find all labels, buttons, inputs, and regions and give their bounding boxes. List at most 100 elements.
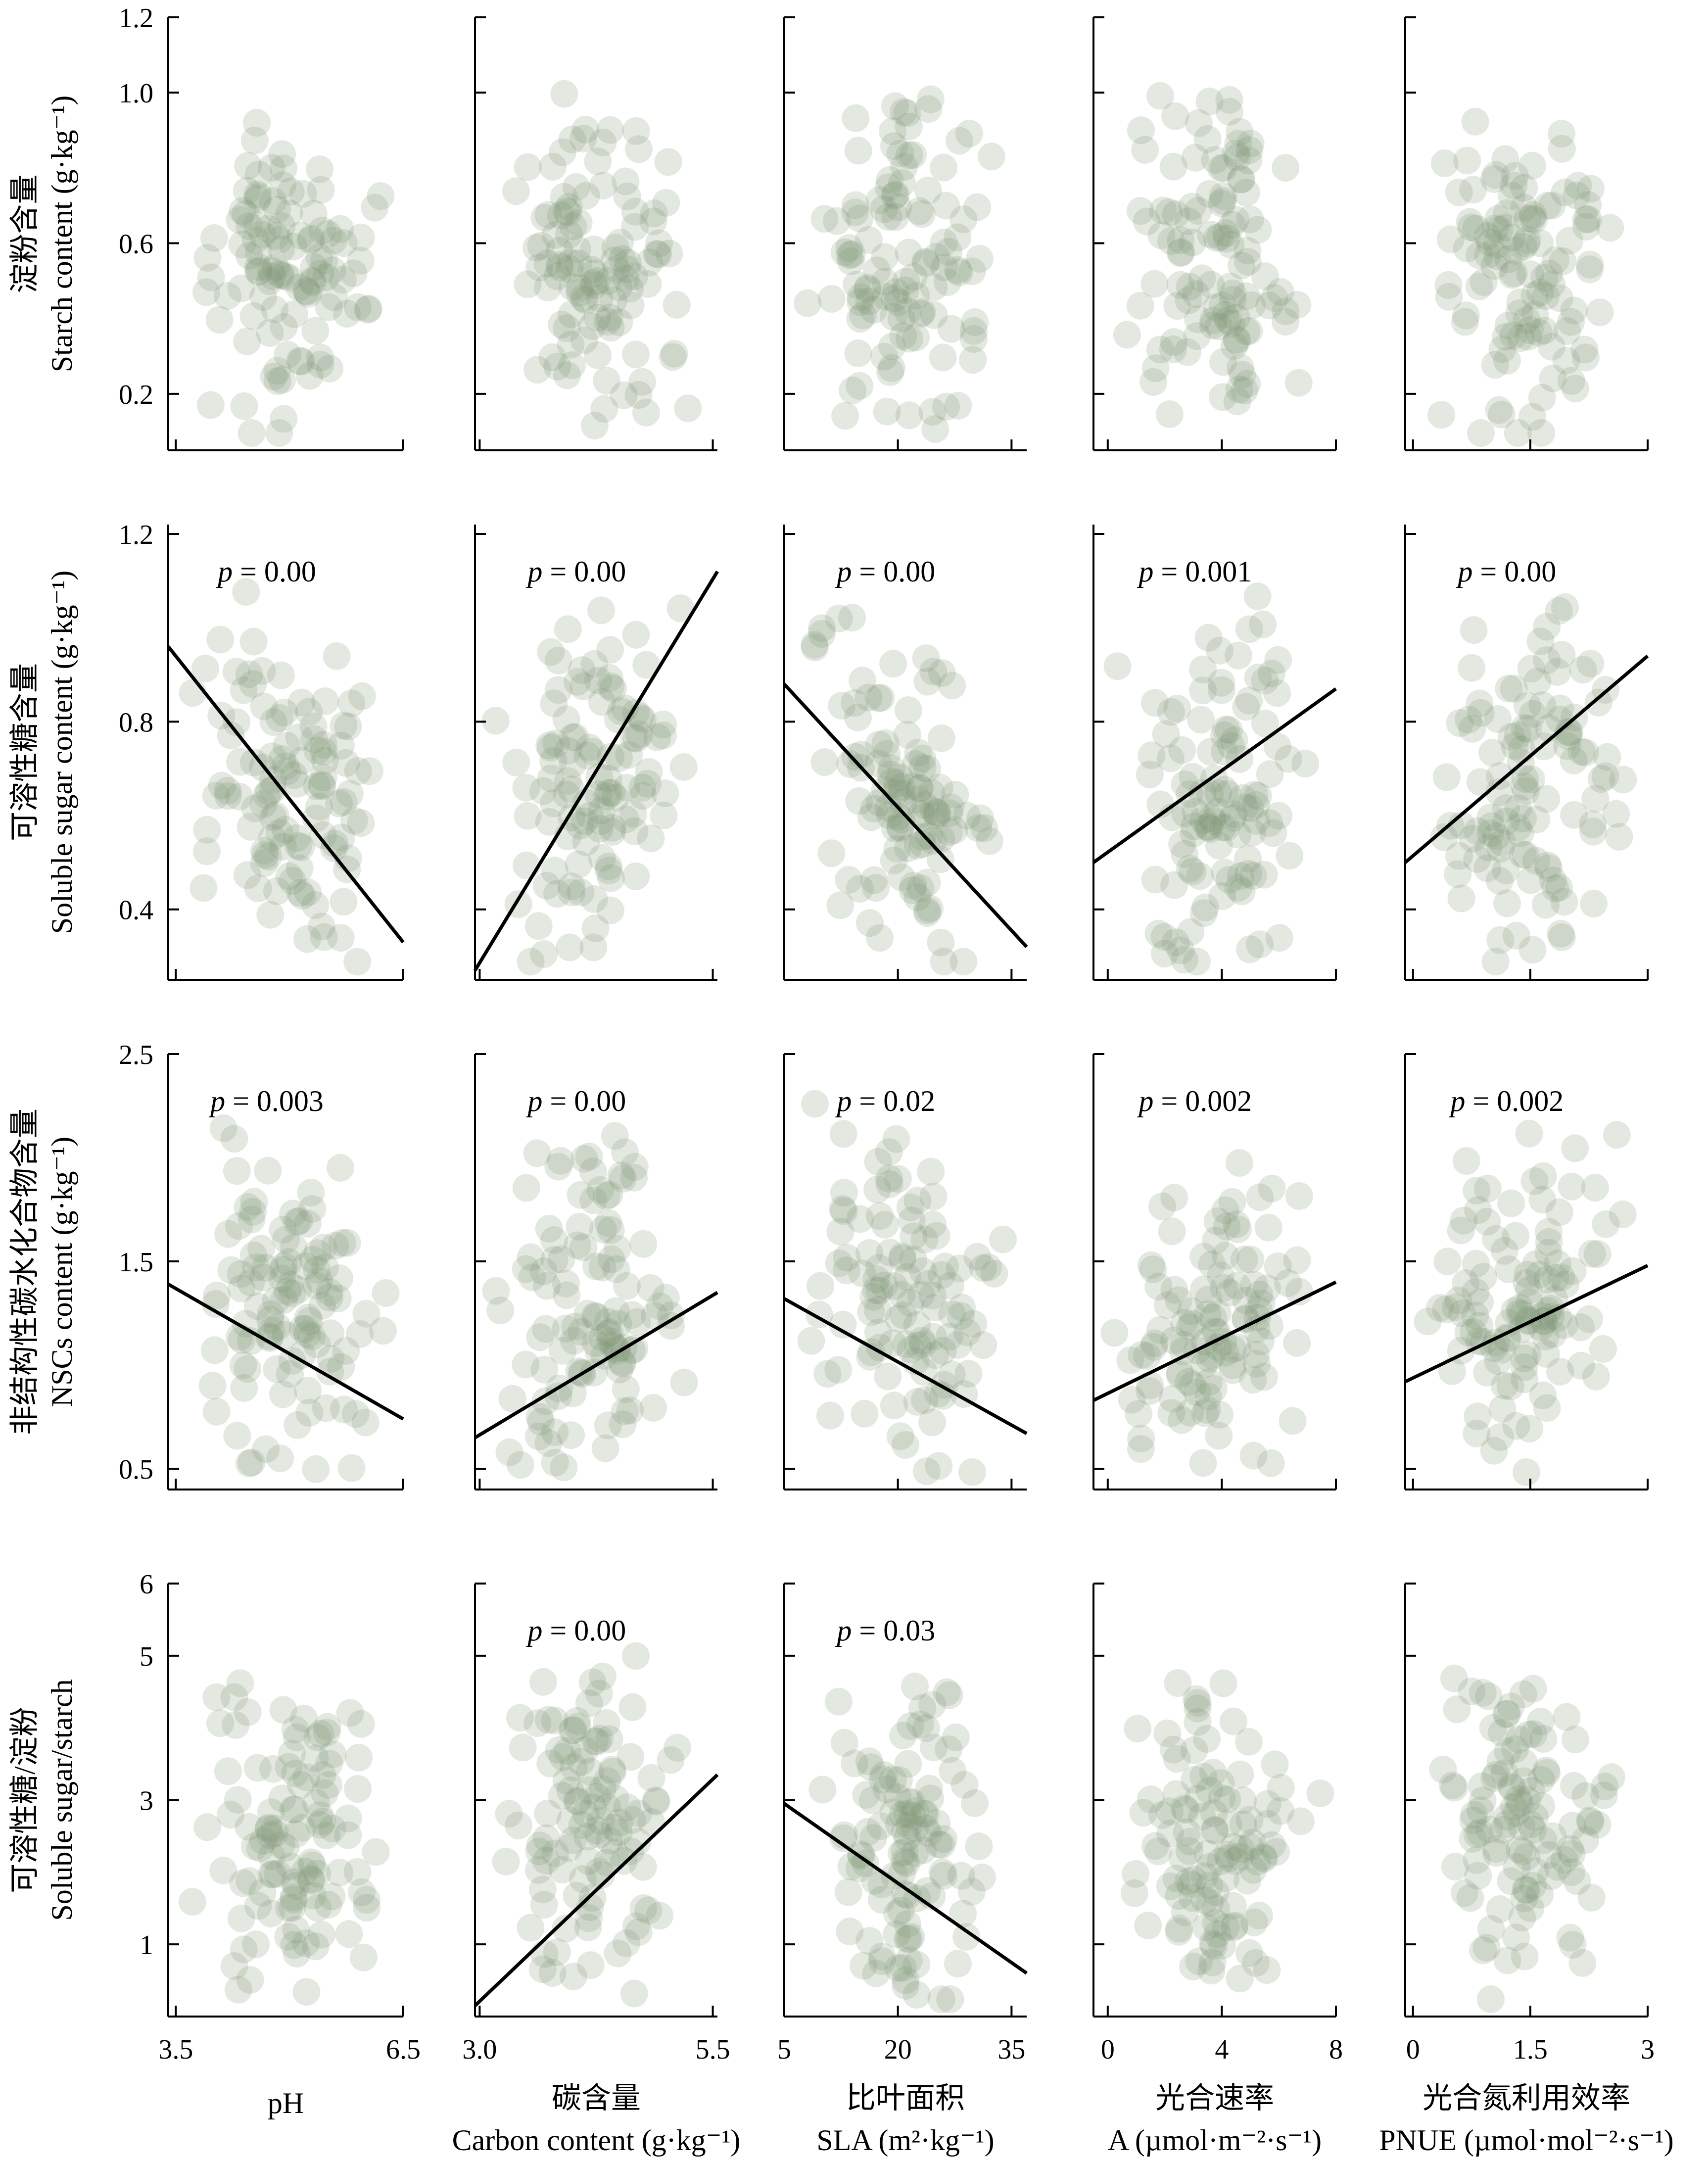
- data-point: [857, 803, 885, 831]
- data-point: [570, 1145, 598, 1173]
- data-point: [285, 273, 314, 301]
- data-point: [1235, 317, 1263, 345]
- y-tick-label: 6: [140, 1569, 153, 1600]
- data-point: [308, 216, 336, 244]
- data-point: [897, 1193, 924, 1221]
- data-point: [1153, 1291, 1182, 1319]
- data-point: [1486, 834, 1515, 863]
- data-point: [1460, 1801, 1488, 1829]
- data-point: [531, 1315, 560, 1343]
- data-point: [637, 1808, 665, 1836]
- data-point: [624, 1799, 653, 1827]
- data-point: [1454, 1318, 1482, 1346]
- data-point: [1224, 1215, 1252, 1244]
- data-point: [236, 1867, 264, 1895]
- data-point: [1476, 229, 1504, 256]
- data-point: [308, 770, 335, 799]
- data-point: [841, 191, 869, 219]
- data-point: [1184, 1708, 1212, 1736]
- data-point: [1213, 1785, 1241, 1814]
- data-point: [1578, 1240, 1606, 1268]
- data-point: [620, 1153, 649, 1181]
- data-point: [609, 1410, 637, 1439]
- data-point: [1207, 1769, 1235, 1797]
- data-point: [311, 747, 339, 775]
- data-point: [911, 791, 939, 819]
- data-point: [1188, 1803, 1216, 1830]
- data-point: [237, 1268, 265, 1297]
- data-point: [1184, 1784, 1212, 1813]
- data-point: [1609, 1200, 1637, 1228]
- data-point: [541, 221, 569, 249]
- data-point: [1276, 842, 1304, 870]
- data-point: [1443, 1695, 1471, 1724]
- data-point: [931, 1252, 959, 1281]
- data-point: [343, 1858, 372, 1886]
- data-point: [1206, 223, 1234, 251]
- data-point: [1240, 781, 1269, 809]
- data-point: [905, 774, 934, 803]
- data-point: [1545, 1198, 1573, 1226]
- data-point: [881, 92, 909, 120]
- data-point: [1283, 290, 1312, 319]
- data-point: [1526, 229, 1554, 257]
- data-point: [1500, 1297, 1528, 1325]
- data-point: [585, 284, 614, 312]
- data-point: [1198, 1250, 1226, 1279]
- data-point: [296, 226, 325, 254]
- data-point: [524, 1856, 553, 1884]
- data-point: [870, 195, 898, 223]
- data-point: [1467, 1796, 1494, 1825]
- data-point: [1509, 1680, 1537, 1708]
- data-point: [526, 1831, 554, 1860]
- data-point: [652, 189, 680, 217]
- data-point: [836, 1918, 864, 1946]
- data-point: [573, 1299, 602, 1328]
- data-point: [970, 814, 998, 842]
- data-point: [535, 731, 564, 760]
- data-point: [1571, 1782, 1600, 1810]
- data-point: [914, 1270, 942, 1298]
- data-point: [257, 1300, 285, 1328]
- data-point: [1159, 1735, 1187, 1764]
- data-point: [912, 1815, 940, 1843]
- data-point: [514, 270, 542, 298]
- data-point: [1272, 308, 1300, 336]
- data-point: [228, 1326, 256, 1354]
- data-point: [871, 243, 899, 271]
- data-point: [325, 789, 353, 817]
- data-point: [552, 197, 580, 225]
- data-point: [836, 750, 864, 778]
- data-point: [884, 288, 912, 316]
- data-point: [594, 1209, 622, 1237]
- data-point: [1215, 716, 1243, 744]
- data-point: [634, 769, 662, 798]
- data-point: [316, 1278, 344, 1306]
- data-point: [657, 1746, 685, 1774]
- data-point: [886, 763, 914, 791]
- data-point: [1261, 1750, 1289, 1778]
- x-axis-label-cn: 光合氮利用效率: [1423, 2082, 1630, 2115]
- data-point: [269, 833, 297, 861]
- points-group: [1429, 1664, 1625, 2013]
- data-point: [1510, 1884, 1538, 1913]
- data-point: [1463, 1420, 1491, 1447]
- data-point: [266, 1444, 294, 1472]
- data-point: [505, 1811, 532, 1839]
- data-point: [234, 1698, 262, 1726]
- data-point: [595, 664, 623, 692]
- data-point: [1228, 877, 1256, 906]
- data-point: [563, 1712, 591, 1740]
- data-point: [1234, 248, 1262, 276]
- data-point: [1234, 237, 1262, 265]
- data-point: [534, 201, 563, 229]
- data-point: [198, 1372, 227, 1400]
- data-point: [1497, 1692, 1525, 1721]
- data-point: [1519, 1816, 1547, 1844]
- data-point: [801, 1090, 829, 1118]
- data-point: [1528, 1186, 1557, 1214]
- data-point: [601, 1839, 629, 1867]
- data-point: [1187, 706, 1215, 734]
- data-point: [923, 1809, 951, 1837]
- data-point: [1469, 1786, 1497, 1815]
